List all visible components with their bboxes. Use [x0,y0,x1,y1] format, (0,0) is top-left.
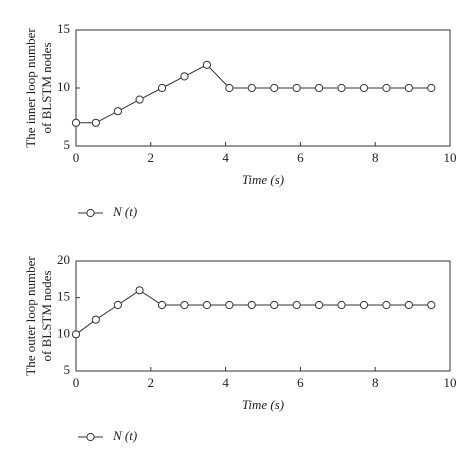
legend-label: N (t) [112,204,137,219]
x-tick-label: 0 [73,150,80,165]
y-axis-label: of BLSTM nodes [39,271,54,362]
y-axis-label: The outer loop number [23,256,38,376]
data-point [180,300,189,310]
data-point [91,118,100,127]
data-point [337,300,346,310]
x-axis-label: Time (s) [242,172,284,187]
series-line [76,64,432,124]
data-point [359,300,369,310]
data-point [315,300,324,310]
legend-marker [86,432,95,442]
y-tick-label: 5 [64,137,71,152]
x-tick-label: 10 [444,150,457,165]
data-point [404,300,413,310]
data-point [225,300,234,310]
data-point [202,60,211,69]
y-tick-label: 20 [57,252,70,267]
x-tick-label: 2 [148,150,155,165]
y-tick-label: 15 [57,21,70,36]
data-point [157,83,167,93]
data-point [247,83,256,93]
x-tick-label: 6 [297,375,304,390]
data-point [180,72,189,81]
series-line [75,289,432,335]
x-tick-label: 2 [148,375,155,390]
x-tick-label: 6 [297,150,304,165]
data-point [270,300,279,310]
y-tick-label: 10 [57,79,70,94]
data-point [382,300,391,310]
data-point [91,315,100,324]
x-axis-label: Time (s) [242,397,284,412]
y-axis-label: The inner loop number [23,28,38,148]
x-tick-label: 8 [372,150,379,165]
data-point [292,83,301,93]
data-point [113,107,122,116]
data-point [202,300,211,310]
x-tick-label: 8 [372,375,379,390]
legend-marker [86,208,95,218]
data-point [404,83,413,93]
data-point [337,83,346,93]
y-axis-label: of BLSTM nodes [39,43,54,134]
data-point [359,83,369,93]
data-point [113,300,122,310]
data-point [225,83,234,93]
x-tick-label: 4 [222,150,229,165]
data-point [382,83,391,93]
data-point [247,300,256,310]
y-tick-label: 15 [57,289,70,304]
data-point [427,300,436,310]
data-point [71,118,81,127]
x-tick-label: 10 [444,375,457,390]
y-tick-label: 10 [57,325,70,340]
data-point [292,300,301,310]
data-point [315,83,324,93]
data-point [135,286,144,295]
data-point [157,300,167,310]
data-point [135,95,144,104]
y-tick-label: 5 [64,362,71,377]
x-tick-label: 4 [222,375,229,390]
x-tick-label: 0 [73,375,80,390]
data-point [71,330,81,339]
legend-label: N (t) [112,428,137,443]
plot-frame [75,260,451,372]
data-point [427,83,436,93]
data-point [270,83,279,93]
